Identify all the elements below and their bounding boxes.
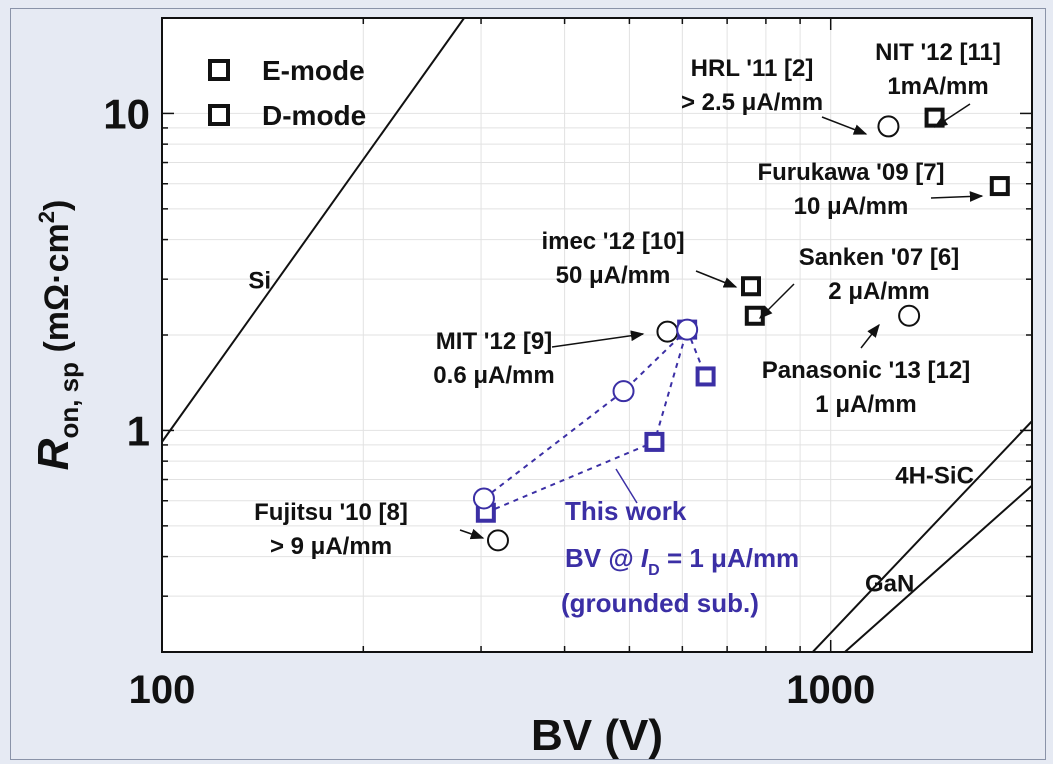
annotation-6-line-1: 1 μA/mm: [815, 391, 916, 418]
annotation-0-line-1: 1mA/mm: [887, 73, 988, 100]
annotation-leader-5: [551, 330, 645, 348]
series-0-point-2: [741, 276, 762, 297]
legend-label-1: D-mode: [262, 100, 366, 131]
limit-line-0: [162, 18, 465, 443]
limit-line-label-1: 4H-SiC: [895, 463, 974, 490]
annotation-3: imec '12 [10] 50 μA/mm: [541, 228, 684, 289]
plot-content: [162, 18, 1032, 652]
x-axis-label: BV (V): [531, 711, 663, 760]
y-axis-label-unit: (mΩ·cm: [38, 223, 76, 362]
annotation-1-line-0: HRL '11 [2]: [691, 55, 814, 82]
annotation-4: Sanken '07 [6] 2 μA/mm: [799, 244, 959, 305]
series-3-point-0: [472, 487, 495, 510]
annotation-leader-8: [615, 468, 638, 504]
this-work-condition-pre: BV @: [565, 543, 641, 573]
annotation-leader-1: [821, 116, 868, 135]
annotation-2: Furukawa '09 [7] 10 μA/mm: [757, 159, 944, 220]
annotation-2-line-0: Furukawa '09 [7]: [757, 159, 944, 186]
y-axis-label: Ron, sp (mΩ·cm2): [29, 200, 84, 471]
y-tick-label-1: 10: [103, 90, 150, 137]
annotation-leader-4: [759, 283, 795, 319]
annotation-leader-6: [860, 323, 880, 349]
annotation-leader-0: [933, 103, 971, 128]
annotation-0: NIT '12 [11] 1mA/mm: [875, 39, 1001, 100]
y-axis-label-exponent: 2: [34, 211, 59, 223]
series-1-point-3: [486, 529, 509, 552]
annotation-3-line-1: 50 μA/mm: [556, 262, 671, 289]
series-3-point-1: [612, 380, 635, 403]
legend-marker-1: [208, 104, 230, 126]
series-0-point-3: [744, 305, 765, 326]
this-work-condition: BV @ ID = 1 μA/mm: [565, 543, 799, 579]
legend-label-0: E-mode: [262, 55, 365, 86]
annotation-7: Fujitsu '10 [8] > 9 μA/mm: [254, 499, 408, 560]
y-tick-label-0: 1: [127, 407, 150, 454]
this-work-condition-symbol: I: [641, 543, 649, 573]
annotation-6-line-0: Panasonic '13 [12]: [762, 357, 970, 384]
series-2-point-2: [695, 366, 716, 387]
annotation-6: Panasonic '13 [12] 1 μA/mm: [762, 357, 970, 418]
annotation-7-line-1: > 9 μA/mm: [270, 533, 392, 560]
annotation-leader-3: [695, 270, 738, 288]
annotation-1: HRL '11 [2] > 2.5 μA/mm: [681, 55, 823, 116]
limit-line-2: [844, 484, 1032, 652]
grid-lines: [162, 18, 1032, 652]
this-work-note: (grounded sub.): [561, 588, 759, 618]
limit-line-label-2: GaN: [865, 571, 914, 598]
x-tick-label-0: 100: [129, 668, 196, 712]
annotation-5: MIT '12 [9] 0.6 μA/mm: [433, 328, 554, 389]
annotation-leader-7: [459, 528, 485, 540]
annotation-2-line-1: 10 μA/mm: [794, 193, 909, 220]
this-work-condition-subscript: D: [648, 562, 660, 579]
series-3-point-2: [676, 318, 699, 341]
annotation-3-line-0: imec '12 [10]: [541, 228, 684, 255]
this-work-title: This work: [565, 496, 687, 526]
annotation-4-line-1: 2 μA/mm: [828, 278, 929, 305]
legend-marker-0: [208, 59, 230, 81]
series-1-point-0: [877, 115, 900, 138]
annotation-1-line-1: > 2.5 μA/mm: [681, 89, 823, 116]
this-work-condition-post: = 1 μA/mm: [660, 543, 799, 573]
series-1-point-1: [898, 304, 921, 327]
annotation-5-line-0: MIT '12 [9]: [436, 328, 552, 355]
series-1-point-2: [656, 320, 679, 343]
series-2-point-1: [644, 431, 665, 452]
series-0-point-1: [989, 176, 1010, 197]
annotation-0-line-0: NIT '12 [11]: [875, 39, 1001, 66]
y-axis-label-subscript: on, sp: [54, 362, 84, 439]
limit-line-label-0: Si: [248, 268, 271, 295]
annotation-7-line-0: Fujitsu '10 [8]: [254, 499, 408, 526]
annotation-5-line-1: 0.6 μA/mm: [433, 362, 554, 389]
y-axis-label-symbol: R: [29, 438, 78, 470]
annotation-4-line-0: Sanken '07 [6]: [799, 244, 959, 271]
annotation-leader-2: [930, 191, 984, 202]
x-tick-label-1: 1000: [786, 668, 875, 712]
axis-ticks: [161, 17, 1033, 653]
y-axis-label-close: ): [38, 200, 76, 211]
series-2-dashed-line: [485, 326, 707, 514]
limit-line-1: [812, 420, 1032, 652]
